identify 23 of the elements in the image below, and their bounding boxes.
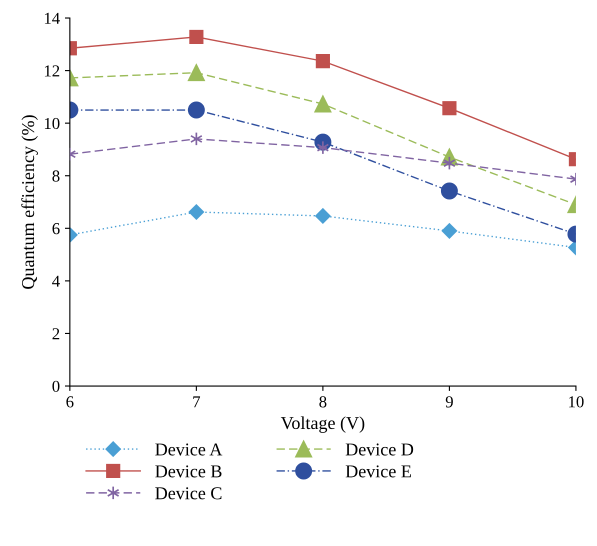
y-tick-label: 6	[52, 223, 60, 234]
point	[315, 208, 331, 224]
y-tick-label: 12	[44, 65, 60, 76]
point	[316, 54, 330, 68]
x-axis-title: Voltage (V)	[280, 416, 364, 433]
x-tick-label: 8	[319, 396, 326, 408]
y-tick-label: 14	[44, 12, 60, 24]
x-tick-label: 10	[569, 396, 584, 408]
x-tick-label: 9	[446, 396, 453, 408]
x-tick-label: 6	[66, 396, 74, 408]
y-tick-label: 4	[52, 276, 60, 287]
y-tick-label: 2	[52, 328, 60, 340]
point	[314, 96, 332, 112]
y-tick-label: 0	[52, 380, 60, 392]
y-tick-label: 10	[44, 118, 60, 130]
x-tick-label: 7	[193, 396, 200, 408]
legend-label: Device E	[346, 465, 411, 478]
legend-label: Device D	[346, 443, 414, 456]
y-axis-title: Quantum efficiency (%)	[21, 115, 38, 289]
legend-label: Device A	[155, 443, 222, 456]
y-tick-label: 8	[52, 170, 60, 182]
legend-label: Device C	[155, 487, 222, 500]
legend-label: Device B	[155, 465, 222, 478]
